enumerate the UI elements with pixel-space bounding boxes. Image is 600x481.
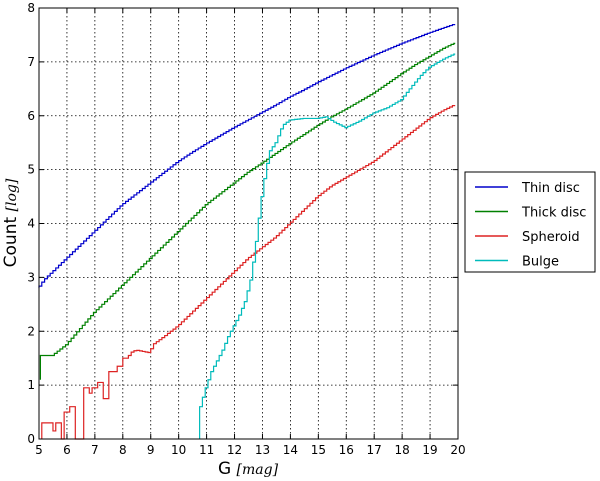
grid xyxy=(38,7,459,440)
x-tick-label: 12 xyxy=(227,443,242,457)
legend-item-bulge: Bulge xyxy=(475,255,559,270)
y-tick-label: 5 xyxy=(27,163,35,177)
legend-item-thick-disc: Thick disc xyxy=(475,206,586,221)
x-axis-label: G [mag] xyxy=(218,459,279,479)
x-axis-label-text: G xyxy=(218,459,231,479)
legend: Thin disc Thick disc Spheroid Bulge xyxy=(464,171,596,273)
y-tick-label: 7 xyxy=(27,55,35,69)
y-tick-label: 6 xyxy=(27,109,35,123)
x-tick-label: 13 xyxy=(255,443,270,457)
y-tick-label: 1 xyxy=(27,378,35,392)
x-tick-label: 17 xyxy=(367,443,382,457)
x-tick-label: 6 xyxy=(63,443,71,457)
x-tick-label: 10 xyxy=(171,443,186,457)
x-tick-label: 19 xyxy=(422,443,437,457)
y-tick-label: 3 xyxy=(27,270,35,284)
x-tick-label: 20 xyxy=(450,443,465,457)
x-tick-label: 8 xyxy=(119,443,127,457)
y-axis-label: Count [log] xyxy=(1,178,21,267)
x-tick-label: 16 xyxy=(339,443,354,457)
legend-label: Thick disc xyxy=(521,206,586,221)
y-tick-label: 0 xyxy=(27,432,35,446)
x-tick-label: 7 xyxy=(91,443,99,457)
x-tick-label: 18 xyxy=(394,443,409,457)
x-tick-label: 5 xyxy=(35,443,43,457)
x-tick-label: 14 xyxy=(283,443,298,457)
ticks xyxy=(38,7,459,440)
legend-item-thin-disc: Thin disc xyxy=(475,181,580,196)
x-tick-label: 15 xyxy=(311,443,326,457)
legend-box xyxy=(464,171,596,273)
series-thin-disc-line xyxy=(38,24,456,289)
x-tick-label: 9 xyxy=(147,443,155,457)
legend-item-spheroid: Spheroid xyxy=(475,230,580,245)
y-tick-label: 2 xyxy=(27,324,35,338)
x-axis-label-unit: [mag] xyxy=(237,462,279,478)
y-axis-label-unit: [log] xyxy=(4,178,20,211)
legend-label: Thin disc xyxy=(521,181,580,196)
series-bulge-line xyxy=(199,53,456,439)
legend-label: Bulge xyxy=(522,255,559,270)
legend-label: Spheroid xyxy=(522,230,580,245)
series-spheroid-line xyxy=(41,105,456,440)
series-thick-disc-line xyxy=(39,42,456,380)
y-axis-label-text: Count xyxy=(1,217,21,268)
y-tick-label: 8 xyxy=(27,1,35,15)
x-tick-label: 11 xyxy=(199,443,214,457)
y-tick-label: 4 xyxy=(27,217,35,231)
series-layer xyxy=(38,24,456,440)
